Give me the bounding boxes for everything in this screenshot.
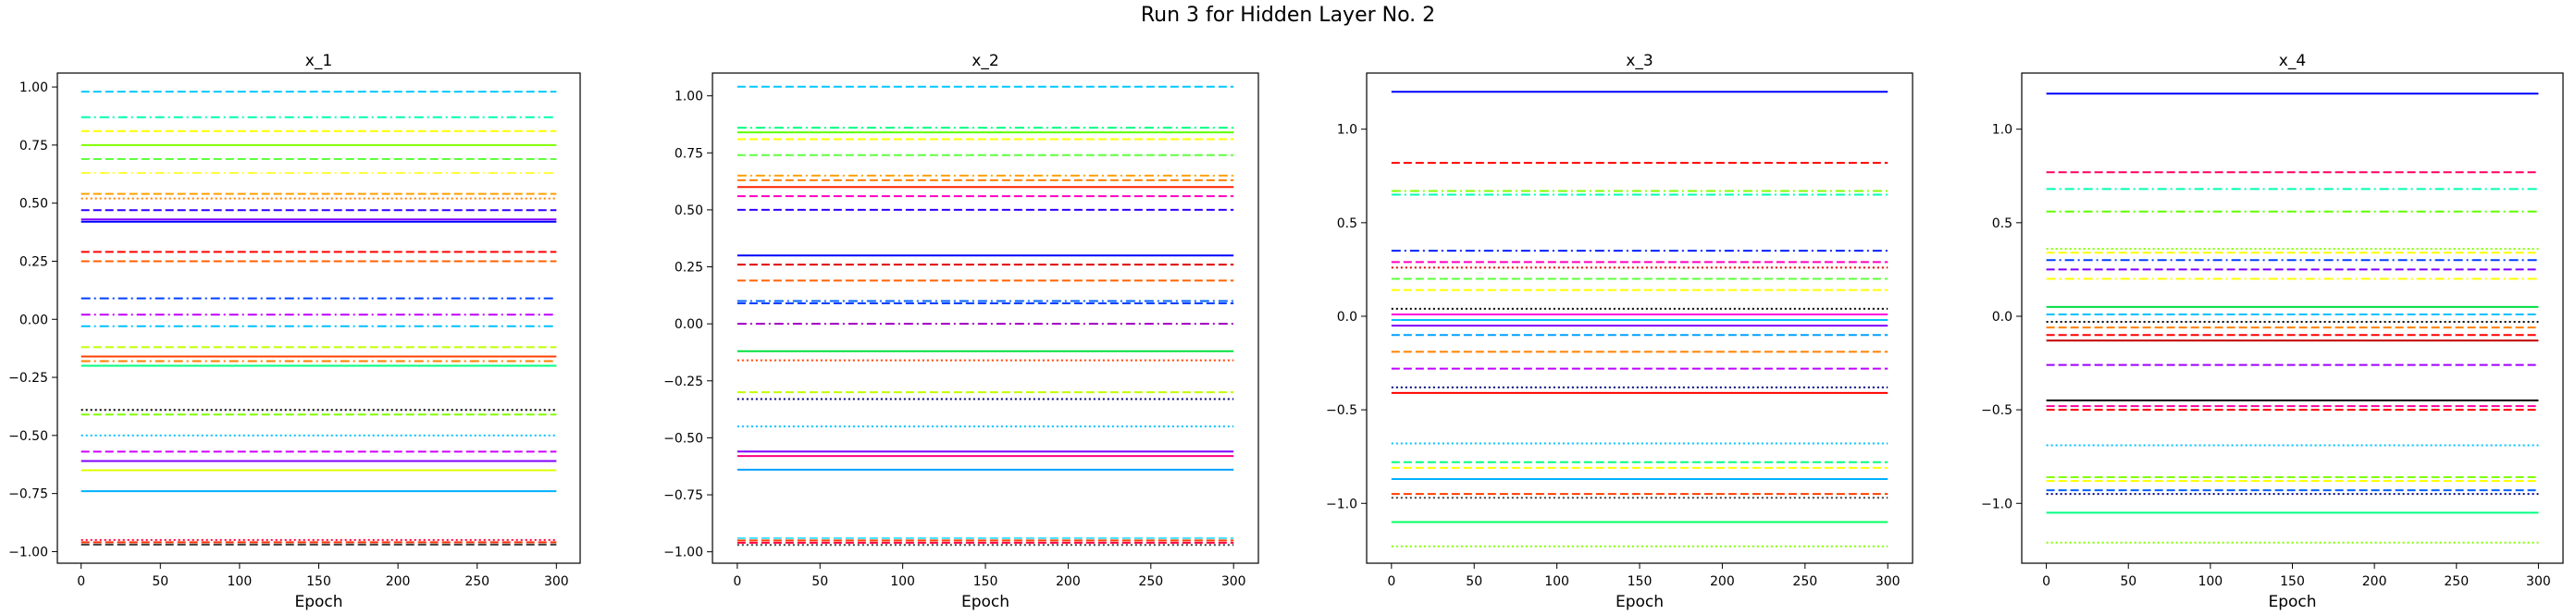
series-group: [80, 91, 557, 546]
x-tick-label: 250: [2444, 574, 2469, 589]
x-tick-label: 50: [1466, 574, 1482, 589]
x-tick-label: 200: [1710, 574, 1735, 589]
y-tick-label: 0.25: [675, 261, 703, 276]
x-axis-label: Epoch: [2268, 593, 2316, 611]
x-tick-label: 150: [2280, 574, 2305, 589]
axes-frame: [56, 72, 581, 564]
x-tick-label: 0: [77, 574, 85, 589]
x-tick-label: 100: [1544, 574, 1569, 589]
y-tick-label: −0.50: [8, 429, 48, 444]
x-tick-label: 50: [2120, 574, 2136, 589]
series-group: [2046, 92, 2539, 544]
y-tick-label: −1.00: [663, 546, 703, 560]
x-tick-label: 300: [1876, 574, 1901, 589]
y-tick-label: −0.5: [1981, 403, 2012, 418]
y-tick-label: 0.25: [19, 254, 48, 269]
y-tick-label: −0.5: [1326, 403, 1357, 418]
x-tick-label: 100: [2198, 574, 2223, 589]
series-group: [1391, 91, 1889, 547]
y-tick-label: 0.0: [1337, 310, 1357, 325]
y-tick-label: −0.75: [8, 487, 48, 502]
axes-frame: [712, 72, 1259, 564]
x-tick-label: 250: [464, 574, 489, 589]
x-tick-label: 100: [890, 574, 915, 589]
subplot-3: 0 50 100 150 200 250 300 −1.0 −0.5 0.0 0.5 1.0 x_3 Ep…: [1326, 52, 1913, 611]
x-tick-label: 300: [544, 574, 569, 589]
y-tick-label: −1.0: [1326, 497, 1357, 511]
subplot-title: x_2: [972, 52, 998, 70]
x-tick-label: 150: [973, 574, 998, 589]
x-tick-label: 200: [2362, 574, 2387, 589]
y-tick-label: 0.5: [1337, 216, 1357, 231]
x-tick-label: 0: [2042, 574, 2050, 589]
x-tick-label: 250: [1138, 574, 1163, 589]
subplot-4: 0 50 100 150 200 250 300 −1.0 −0.5 0.0 0.5 1.0 x_4 Ep…: [1981, 52, 2564, 611]
y-tick-label: −1.0: [1981, 497, 2012, 511]
y-tick-label: 0.0: [1992, 310, 2012, 325]
y-tick-label: −0.75: [663, 488, 703, 503]
y-tick-label: 0.50: [675, 203, 703, 218]
y-tick-label: 1.0: [1337, 123, 1357, 138]
y-tick-label: −0.25: [663, 375, 703, 389]
y-tick-label: 0.50: [19, 197, 48, 212]
y-tick-label: 1.00: [675, 90, 703, 105]
x-tick-label: 300: [1221, 574, 1246, 589]
y-tick-label: 0.75: [675, 146, 703, 161]
subplot-title: x_1: [305, 52, 332, 70]
axes-frame: [1366, 72, 1913, 564]
y-tick-label: 1.0: [1992, 123, 2012, 138]
x-tick-label: 0: [1387, 574, 1395, 589]
y-tick-label: 0.5: [1992, 216, 2012, 231]
y-tick-label: 1.00: [19, 80, 48, 95]
x-tick-label: 150: [1628, 574, 1653, 589]
subplot-2: 0 50 100 150 200 250 300 −1.00 −0.75 −0.50 −0.25 0.…: [663, 52, 1259, 611]
x-tick-label: 250: [1792, 574, 1817, 589]
x-axis-label: Epoch: [294, 593, 342, 611]
subplot-title: x_4: [2279, 52, 2306, 70]
figure-title: Run 3 for Hidden Layer No. 2: [1140, 4, 1436, 27]
y-tick-label: −1.00: [8, 545, 48, 560]
subplot-1: 0 50 100 150 200 250 300 −1.00 −0.75 −0.50 −0.25 0.…: [8, 52, 581, 611]
series-group: [737, 85, 1234, 547]
x-tick-label: 50: [811, 574, 828, 589]
y-tick-label: 0.00: [675, 317, 703, 332]
x-tick-label: 100: [228, 574, 253, 589]
x-tick-label: 300: [2526, 574, 2551, 589]
x-tick-label: 150: [306, 574, 331, 589]
x-tick-label: 0: [733, 574, 741, 589]
subplot-title: x_3: [1626, 52, 1653, 70]
y-tick-label: −0.25: [8, 371, 48, 386]
x-tick-label: 50: [152, 574, 168, 589]
y-tick-label: −0.50: [663, 431, 703, 446]
x-axis-label: Epoch: [1616, 593, 1664, 611]
y-tick-label: 0.00: [19, 313, 48, 327]
x-tick-label: 200: [386, 574, 411, 589]
subplots-group: 0 50 100 150 200 250 300−1.00−0.75−0.50−0.250.…: [8, 52, 2564, 611]
y-tick-label: 0.75: [19, 139, 48, 154]
x-tick-label: 200: [1056, 574, 1081, 589]
x-axis-label: Epoch: [961, 593, 1009, 611]
